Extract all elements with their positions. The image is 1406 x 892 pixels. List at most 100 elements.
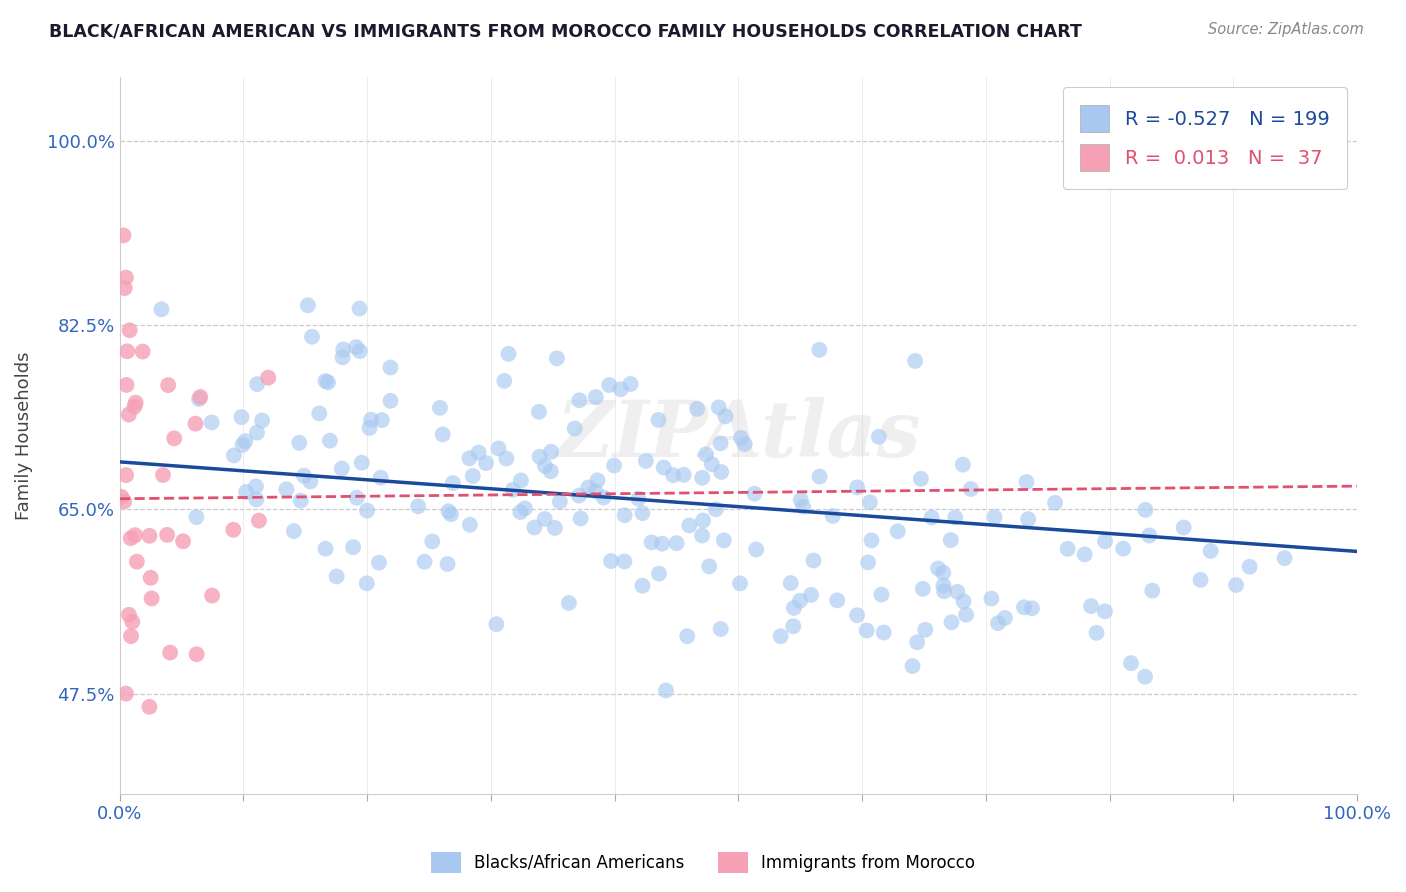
Point <box>1112 541 1135 556</box>
Point <box>283 524 305 538</box>
Point <box>441 476 464 491</box>
Point <box>678 518 700 533</box>
Point <box>672 467 695 482</box>
Point <box>627 491 650 506</box>
Point <box>647 413 669 427</box>
Point <box>222 523 245 537</box>
Point <box>690 528 713 542</box>
Point <box>700 457 723 471</box>
Point <box>856 555 879 569</box>
Point <box>960 482 983 496</box>
Point <box>855 624 877 638</box>
Point <box>458 517 481 532</box>
Point <box>115 344 138 359</box>
Point <box>233 434 256 449</box>
Point <box>1043 496 1066 510</box>
Point <box>157 378 180 392</box>
Point <box>288 435 311 450</box>
Point <box>1119 656 1142 670</box>
Point <box>235 485 257 500</box>
Point <box>886 524 908 539</box>
Point <box>952 594 974 608</box>
Point <box>485 617 508 632</box>
Y-axis label: Family Households: Family Households <box>15 351 32 520</box>
Point <box>231 438 253 452</box>
Point <box>1274 551 1296 566</box>
Point <box>927 561 949 575</box>
Point <box>803 553 825 567</box>
Point <box>782 619 804 633</box>
Point <box>713 533 735 548</box>
Point <box>370 470 392 484</box>
Point <box>946 584 969 599</box>
Point <box>172 534 194 549</box>
Point <box>138 529 160 543</box>
Point <box>568 393 591 408</box>
Point <box>245 492 267 507</box>
Point <box>332 343 354 357</box>
Point <box>598 378 620 392</box>
Point <box>141 591 163 606</box>
Point <box>138 699 160 714</box>
Point <box>1015 475 1038 489</box>
Point <box>1142 583 1164 598</box>
Point <box>534 459 557 474</box>
Point <box>921 510 943 524</box>
Point <box>406 500 429 514</box>
Point <box>115 378 138 392</box>
Point <box>603 458 626 473</box>
Point <box>932 578 955 592</box>
Point <box>585 390 607 404</box>
Point <box>769 629 792 643</box>
Point <box>498 347 520 361</box>
Point <box>544 521 567 535</box>
Point <box>360 413 382 427</box>
Point <box>502 483 524 497</box>
Point <box>651 536 673 550</box>
Legend: Blacks/African Americans, Immigrants from Morocco: Blacks/African Americans, Immigrants fro… <box>425 846 981 880</box>
Point <box>873 625 896 640</box>
Point <box>488 442 510 456</box>
Point <box>792 500 814 514</box>
Point <box>115 468 138 483</box>
Point <box>709 436 731 450</box>
Point <box>860 533 883 548</box>
Point <box>124 400 146 414</box>
Point <box>846 480 869 494</box>
Point <box>1085 625 1108 640</box>
Point <box>910 472 932 486</box>
Point <box>188 392 211 406</box>
Point <box>1094 604 1116 618</box>
Point <box>440 507 463 521</box>
Point <box>125 555 148 569</box>
Point <box>821 508 844 523</box>
Point <box>585 484 607 499</box>
Point <box>315 374 337 388</box>
Point <box>246 425 269 440</box>
Point <box>349 301 371 316</box>
Point <box>246 377 269 392</box>
Point <box>159 646 181 660</box>
Point <box>201 589 224 603</box>
Point <box>1017 512 1039 526</box>
Point <box>247 514 270 528</box>
Text: ZIPAtlas: ZIPAtlas <box>557 397 921 474</box>
Point <box>186 510 208 524</box>
Point <box>495 451 517 466</box>
Point <box>710 622 733 636</box>
Point <box>342 540 364 554</box>
Point <box>619 376 641 391</box>
Point <box>308 406 330 420</box>
Point <box>808 469 831 483</box>
Point <box>783 600 806 615</box>
Point <box>914 623 936 637</box>
Point <box>120 629 142 643</box>
Point <box>1239 559 1261 574</box>
Point <box>932 566 955 580</box>
Point <box>150 302 173 317</box>
Point <box>983 510 1005 524</box>
Point <box>870 588 893 602</box>
Point <box>494 374 516 388</box>
Point <box>1137 528 1160 542</box>
Point <box>652 460 675 475</box>
